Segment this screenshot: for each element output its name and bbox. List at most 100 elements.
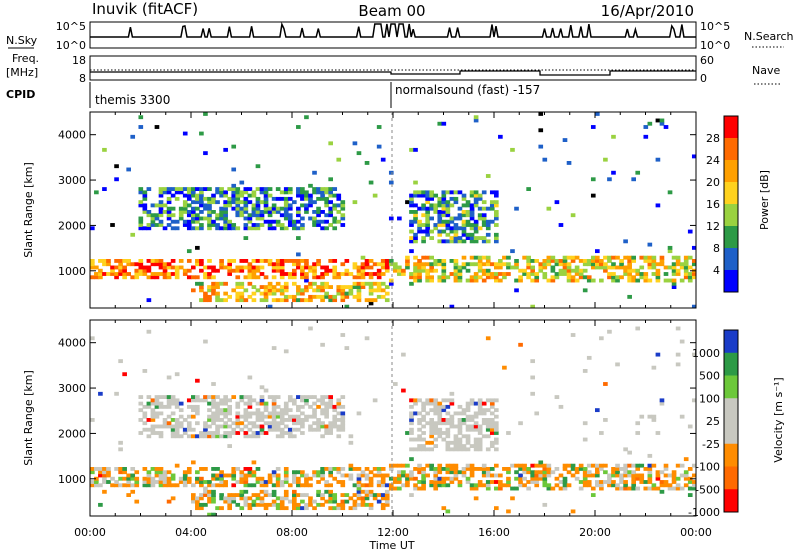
heatmap-cell — [393, 382, 398, 386]
heatmap-cell — [453, 444, 459, 448]
heatmap-cell — [300, 259, 305, 263]
heatmap-cell — [409, 147, 414, 152]
heatmap-cell — [566, 463, 572, 468]
heatmap-cell — [538, 460, 544, 465]
heatmap-cell — [360, 255, 366, 260]
heatmap-cell — [449, 470, 455, 475]
heatmap-cell — [683, 473, 689, 478]
heatmap-cell — [518, 483, 523, 488]
heatmap-cell — [477, 480, 483, 484]
heatmap-cell — [211, 382, 216, 386]
heatmap-cell — [421, 470, 426, 475]
heatmap-cell — [283, 493, 289, 497]
heatmap-cell — [324, 281, 329, 286]
heatmap-cell — [158, 395, 164, 399]
heatmap-cell — [215, 431, 220, 435]
heatmap-cell — [655, 272, 661, 276]
heatmap-cell — [239, 470, 245, 475]
heatmap-cell — [191, 398, 196, 403]
heatmap-cell — [195, 434, 200, 439]
heatmap-cell — [494, 463, 499, 468]
heatmap-cell — [554, 483, 560, 488]
heatmap-cell — [473, 278, 479, 283]
heatmap-cell — [401, 388, 406, 393]
heatmap-cell — [473, 229, 479, 234]
heatmap-cell — [336, 467, 342, 471]
heatmap-cell — [489, 421, 495, 426]
heatmap-cell — [449, 236, 455, 240]
heatmap-cell — [279, 499, 285, 504]
heatmap-cell — [283, 418, 289, 422]
heatmap-cell — [247, 434, 253, 439]
heatmap-cell — [336, 193, 342, 198]
heatmap-cell — [255, 431, 261, 435]
x-tick-label: 04:00 — [175, 526, 207, 539]
heatmap-cell — [178, 414, 184, 419]
heatmap-cell — [118, 259, 123, 263]
heatmap-cell — [255, 223, 261, 227]
heatmap-cell — [231, 499, 237, 504]
heatmap-cell — [449, 272, 455, 276]
heatmap-cell — [324, 483, 329, 488]
heatmap-cell — [178, 434, 184, 439]
heatmap-cell — [441, 196, 447, 201]
heatmap-cell — [275, 298, 281, 303]
heatmap-cell — [328, 190, 333, 195]
heatmap-cell — [174, 268, 180, 273]
heatmap-cell — [292, 281, 297, 286]
heatmap-cell — [380, 294, 386, 299]
heatmap-cell — [275, 395, 281, 399]
heatmap-cell — [142, 193, 148, 198]
heatmap-cell — [90, 336, 95, 341]
heatmap-cell — [251, 272, 257, 276]
heatmap-cell — [619, 480, 624, 484]
heatmap-cell — [332, 496, 338, 501]
heatmap-cell — [122, 470, 127, 475]
heatmap-cell — [166, 499, 172, 504]
heatmap-cell — [368, 301, 374, 306]
heatmap-cell — [162, 262, 168, 267]
heatmap-cell — [384, 473, 390, 478]
heatmap-cell — [437, 414, 443, 419]
heatmap-cell — [461, 421, 467, 426]
heatmap-cell — [263, 203, 269, 208]
heatmap-cell — [142, 421, 148, 426]
heatmap-cell — [279, 196, 285, 201]
heatmap-cell — [603, 418, 608, 422]
heatmap-cell — [223, 265, 228, 270]
heatmap-cell — [542, 483, 548, 488]
heatmap-cell — [207, 272, 212, 276]
heatmap-cell — [118, 272, 123, 276]
heatmap-cell — [417, 223, 422, 227]
heatmap-cell — [186, 476, 192, 481]
heatmap-cell — [178, 259, 184, 263]
heatmap-cell — [219, 470, 224, 475]
heatmap-cell — [328, 499, 333, 504]
heatmap-cell — [494, 414, 499, 419]
heatmap-cell — [162, 210, 168, 214]
heatmap-cell — [409, 421, 414, 426]
heatmap-cell — [550, 470, 556, 475]
heatmap-cell — [279, 285, 285, 289]
heatmap-cell — [328, 395, 333, 399]
heatmap-cell — [380, 473, 386, 478]
heatmap-cell — [292, 272, 297, 276]
heatmap-cell — [607, 476, 612, 481]
heatmap-cell — [417, 265, 422, 270]
heatmap-cell — [332, 268, 338, 273]
heatmap-cell — [162, 470, 168, 475]
heatmap-cell — [457, 424, 463, 429]
heatmap-cell — [263, 414, 269, 419]
heatmap-cell — [304, 206, 309, 211]
heatmap-cell — [502, 272, 507, 276]
heatmap-cell — [380, 506, 386, 511]
heatmap-cell — [603, 157, 608, 162]
heatmap-cell — [106, 467, 111, 471]
heatmap-cell — [433, 444, 439, 448]
heatmap-cell — [158, 480, 164, 484]
heatmap-cell — [150, 483, 156, 488]
heatmap-cell — [481, 272, 487, 276]
heatmap-cell — [138, 395, 144, 399]
heatmap-cell — [287, 483, 293, 488]
